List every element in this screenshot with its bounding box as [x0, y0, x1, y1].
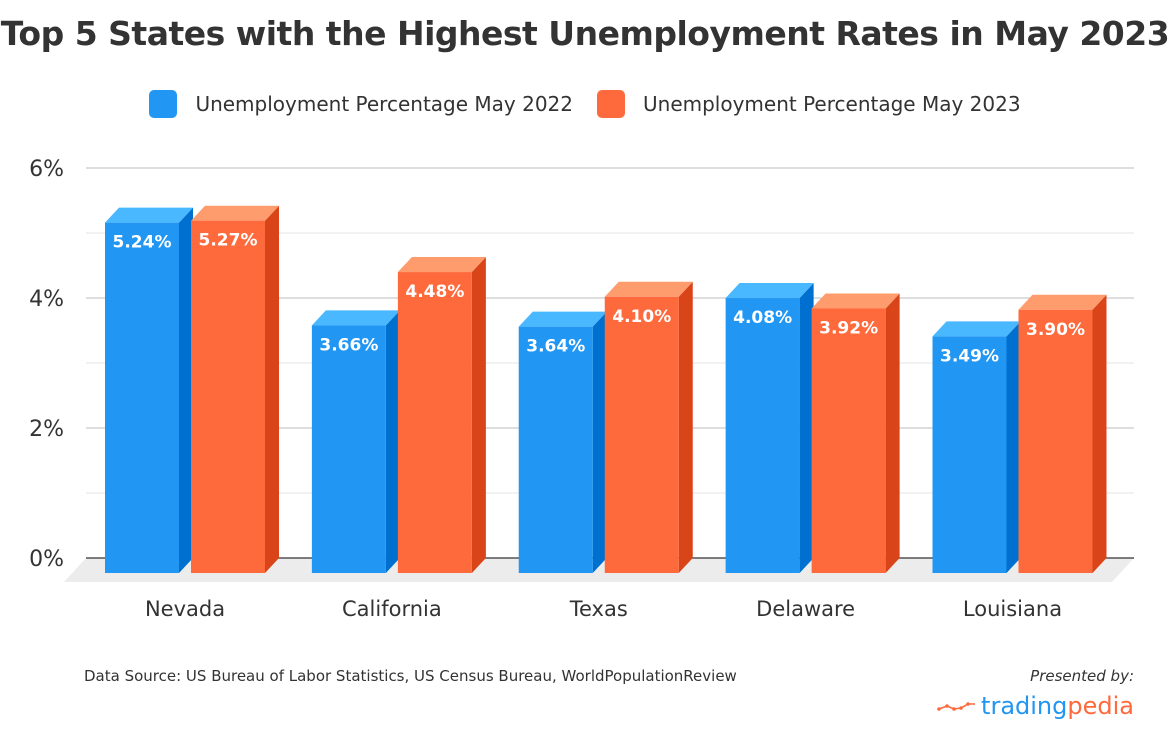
- bar-side-face: [1006, 321, 1021, 573]
- trend-line-icon: [937, 702, 976, 711]
- presented-by-label: Presented by:: [1030, 667, 1134, 685]
- bar-top-face: [397, 257, 486, 273]
- chart-title: Top 5 States with the Highest Unemployme…: [0, 14, 1170, 53]
- data-label: 4.10%: [612, 307, 671, 327]
- legend-swatch-2023: [597, 90, 625, 118]
- bar-side-face: [1092, 294, 1107, 573]
- bar-side-face: [471, 257, 486, 573]
- bar-side-face: [179, 207, 193, 573]
- bar-side-face: [592, 311, 607, 573]
- brand-logo: trading pedia: [937, 692, 1134, 720]
- bar-top-face: [811, 293, 900, 309]
- legend-label-2023: Unemployment Percentage May 2023: [643, 92, 1021, 116]
- bar-top-face: [1018, 294, 1107, 310]
- legend-label-2022: Unemployment Percentage May 2022: [195, 92, 573, 116]
- x-tick-label: Louisiana: [963, 597, 1062, 621]
- bar-top-face: [105, 207, 193, 223]
- bar: [932, 336, 1007, 573]
- bar: [191, 220, 265, 573]
- legend-item-2022[interactable]: Unemployment Percentage May 2022: [149, 90, 573, 118]
- data-label: 3.66%: [319, 335, 378, 355]
- bar-top-face: [311, 310, 400, 326]
- data-label: 3.90%: [1026, 320, 1085, 340]
- bar: [518, 326, 593, 573]
- bar-side-face: [885, 293, 900, 573]
- data-label: 3.92%: [819, 318, 878, 338]
- bar-top-face: [191, 205, 279, 221]
- data-label: 5.24%: [113, 233, 172, 253]
- y-tick-label: 0%: [29, 547, 64, 572]
- x-tick-label: Nevada: [145, 597, 225, 621]
- data-label: 3.49%: [940, 346, 999, 366]
- bar-top-face: [518, 311, 607, 327]
- data-label: 3.64%: [526, 337, 585, 357]
- bar: [311, 325, 386, 573]
- brand-name-part2: pedia: [1067, 692, 1134, 720]
- data-label: 4.08%: [733, 308, 792, 328]
- data-label: 4.48%: [405, 282, 464, 302]
- bar: [725, 298, 800, 573]
- bar: [604, 296, 679, 573]
- y-tick-label: 4%: [29, 287, 64, 312]
- x-tick-label: Texas: [569, 597, 628, 621]
- bar-top-face: [932, 321, 1021, 337]
- y-tick-label: 6%: [29, 157, 64, 182]
- data-label: 5.27%: [199, 231, 258, 251]
- x-tick-label: Delaware: [756, 597, 855, 621]
- data-source-note: Data Source: US Bureau of Labor Statisti…: [84, 667, 737, 685]
- bar: [105, 222, 179, 573]
- legend: Unemployment Percentage May 2022 Unemplo…: [0, 90, 1170, 118]
- brand-name-part1: trading: [981, 692, 1068, 720]
- bar-side-face: [678, 281, 693, 573]
- bar-side-face: [799, 283, 814, 573]
- bar-top-face: [604, 281, 693, 297]
- bar: [397, 272, 472, 573]
- bar-side-face: [265, 205, 279, 573]
- bar-top-face: [725, 283, 814, 299]
- x-tick-label: California: [342, 597, 442, 621]
- bar-chart: 0% 2% 4% 6% 5.24% 5.27% Nevada 3.66% 4.48% Califo…: [29, 157, 1134, 621]
- bar: [1018, 309, 1093, 573]
- legend-swatch-2022: [149, 90, 178, 118]
- legend-item-2023[interactable]: Unemployment Percentage May 2023: [597, 90, 1021, 118]
- bar: [811, 308, 886, 573]
- y-tick-label: 2%: [29, 417, 64, 442]
- bar-side-face: [385, 310, 400, 573]
